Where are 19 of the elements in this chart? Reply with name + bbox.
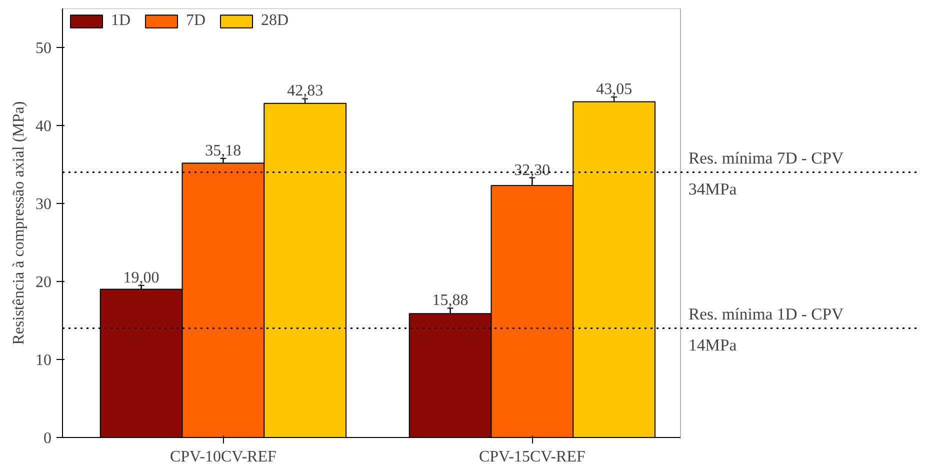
data-label: 19,00 — [123, 269, 160, 286]
legend-label: 1D — [111, 12, 131, 30]
data-label: 15,88 — [432, 292, 468, 310]
y-tick-label: 30 — [36, 196, 52, 213]
y-axis-title: Resistência à compressão axial (MPa) — [10, 101, 28, 345]
x-tick-label: CPV-10CV-REF — [170, 448, 276, 466]
data-label: 42,83 — [287, 82, 324, 100]
ref-line-label: Res. mínima 7D - CPV 34MPa — [688, 148, 844, 198]
y-tick-label: 20 — [36, 274, 52, 291]
legend-label: 28D — [261, 12, 289, 30]
ref-line-label: Res. mínima 1D - CPV 14MPa — [688, 304, 844, 354]
y-tick-label: 0 — [44, 430, 52, 447]
data-label: 43,05 — [596, 81, 632, 98]
legend-label: 7D — [186, 12, 206, 30]
x-tick-label: CPV-15CV-REF — [478, 448, 586, 466]
data-label: 35,18 — [205, 142, 242, 160]
y-tick-label: 10 — [36, 352, 52, 369]
y-tick-label: 50 — [36, 40, 52, 57]
y-tick-label: 40 — [36, 118, 52, 135]
